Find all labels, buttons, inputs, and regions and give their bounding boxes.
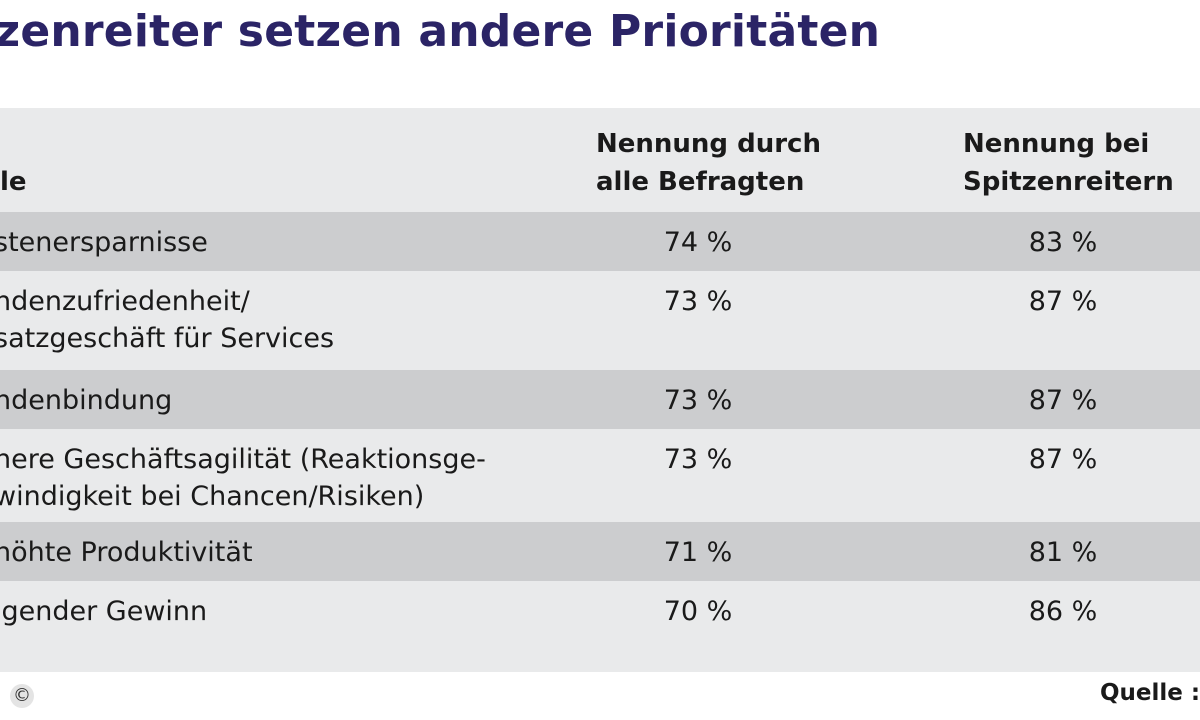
row-label: ndenzufriedenheit/satzgeschäft für Servi… (0, 283, 334, 357)
value-leaders: 83 % (1028, 227, 1098, 258)
row-label-line: höhte Produktivität (0, 537, 253, 568)
row-label: höhte Produktivität (0, 534, 253, 571)
table-row: höhte Produktivität 71 % 81 % (0, 522, 1200, 581)
value-all-respondents: 73 % (663, 286, 733, 317)
value-all-respondents: 73 % (663, 444, 733, 475)
column-header-all-line2: alle Befragten (596, 167, 805, 197)
row-label-line: ndenbindung (0, 385, 173, 416)
table-row: stenersparnisse 74 % 83 % (0, 212, 1200, 271)
row-label: ndenbindung (0, 382, 172, 419)
value-all-respondents: 73 % (663, 385, 733, 416)
value-leaders: 87 % (1028, 385, 1098, 416)
value-leaders: 87 % (1028, 444, 1098, 475)
table-row: igender Gewinn 70 % 86 % (0, 581, 1200, 640)
row-label-line: igender Gewinn (0, 596, 208, 627)
value-leaders: 87 % (1028, 286, 1098, 317)
value-all-respondents: 71 % (663, 537, 733, 568)
column-header-leaders: Nennung bei Spitzenreitern (963, 125, 1174, 201)
row-label: here Geschäftsagilität (Reaktionsge-wind… (0, 441, 486, 515)
source-note: Quelle : I (1100, 680, 1200, 706)
value-leaders: 81 % (1028, 537, 1098, 568)
row-label-line: satzgeschäft für Services (0, 323, 335, 354)
row-label: stenersparnisse (0, 224, 208, 261)
value-all-respondents: 70 % (663, 596, 733, 627)
table-row: ndenzufriedenheit/satzgeschäft für Servi… (0, 271, 1200, 370)
column-header-all-line1: Nennung durch (596, 129, 821, 159)
row-label: igender Gewinn (0, 593, 207, 630)
column-header-first: le (0, 167, 27, 197)
table-row: here Geschäftsagilität (Reaktionsge-wind… (0, 429, 1200, 522)
column-header-leaders-line1: Nennung bei (963, 129, 1150, 159)
row-label-line: ndenzufriedenheit/ (0, 286, 250, 317)
row-label-line: windigkeit bei Chancen/Risiken) (0, 481, 425, 512)
value-leaders: 86 % (1028, 596, 1098, 627)
column-header-all-respondents: Nennung durch alle Befragten (596, 125, 821, 201)
value-all-respondents: 74 % (663, 227, 733, 258)
column-header-leaders-line2: Spitzenreitern (963, 167, 1174, 197)
row-label-line: stenersparnisse (0, 227, 208, 258)
table-row: ndenbindung 73 % 87 % (0, 370, 1200, 429)
row-label-line: here Geschäftsagilität (Reaktionsge- (0, 444, 486, 475)
copyright-icon: © (10, 684, 34, 708)
chart-title: itzenreiter setzen andere Prioritäten (0, 6, 881, 57)
